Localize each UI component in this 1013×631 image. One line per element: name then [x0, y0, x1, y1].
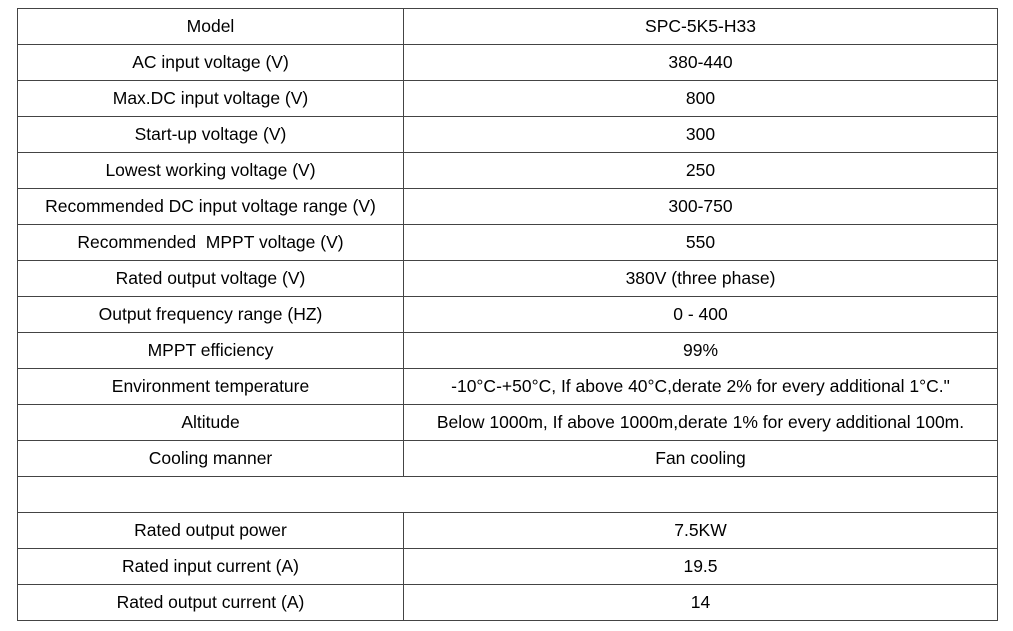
- table-row: Cooling manner Fan cooling: [17, 440, 998, 477]
- value-cell: SPC-5K5-H33: [403, 8, 998, 45]
- table-row: Rated output current (A) 14: [17, 584, 998, 621]
- param-cell: Cooling manner: [17, 440, 404, 477]
- param-cell: Rated input current (A): [17, 548, 404, 585]
- table-row: Start-up voltage (V) 300: [17, 116, 998, 153]
- param-cell: Altitude: [17, 404, 404, 441]
- param-cell: Start-up voltage (V): [17, 116, 404, 153]
- table-row: Recommended DC input voltage range (V) 30…: [17, 188, 998, 225]
- value-cell: Below 1000m, If above 1000m,derate 1% fo…: [403, 404, 998, 441]
- value-cell: 19.5: [403, 548, 998, 585]
- value-cell: 99%: [403, 332, 998, 369]
- value-cell: 14: [403, 584, 998, 621]
- value-cell: 380-440: [403, 44, 998, 81]
- param-cell: MPPT efficiency: [17, 332, 404, 369]
- param-cell: Rated output current (A): [17, 584, 404, 621]
- table-row: Rated input current (A) 19.5: [17, 548, 998, 585]
- value-cell: -10°C-+50°C, If above 40°C,derate 2% for…: [403, 368, 998, 405]
- table-row: Altitude Below 1000m, If above 1000m,dera…: [17, 404, 998, 441]
- value-cell: 250: [403, 152, 998, 189]
- spacer-row: [17, 476, 998, 513]
- value-cell: 7.5KW: [403, 512, 998, 549]
- value-cell: 800: [403, 80, 998, 117]
- param-cell: Max.DC input voltage (V): [17, 80, 404, 117]
- table-row: Rated output voltage (V) 380V (three phas…: [17, 260, 998, 297]
- value-cell: 380V (three phase): [403, 260, 998, 297]
- value-cell: 0 - 400: [403, 296, 998, 333]
- param-cell: Recommended DC input voltage range (V): [17, 188, 404, 225]
- param-cell: Model: [17, 8, 404, 45]
- table-row: Recommended MPPT voltage (V) 550: [17, 224, 998, 261]
- value-cell: 550: [403, 224, 998, 261]
- table-row: Model SPC-5K5-H33: [17, 8, 998, 45]
- spacer-cell: [17, 476, 998, 513]
- table-row: Rated output power 7.5KW: [17, 512, 998, 549]
- param-cell: Recommended MPPT voltage (V): [17, 224, 404, 261]
- param-cell: Rated output voltage (V): [17, 260, 404, 297]
- table-row: Output frequency range (HZ) 0 - 400: [17, 296, 998, 333]
- param-cell: Lowest working voltage (V): [17, 152, 404, 189]
- param-cell: Output frequency range (HZ): [17, 296, 404, 333]
- table-row: Lowest working voltage (V) 250: [17, 152, 998, 189]
- value-cell: Fan cooling: [403, 440, 998, 477]
- spec-table: Model SPC-5K5-H33 AC input voltage (V) 380-…: [17, 8, 998, 621]
- param-cell: Environment temperature: [17, 368, 404, 405]
- table-row: AC input voltage (V) 380-440: [17, 44, 998, 81]
- table-row: MPPT efficiency 99%: [17, 332, 998, 369]
- value-cell: 300: [403, 116, 998, 153]
- value-cell: 300-750: [403, 188, 998, 225]
- table-row: Max.DC input voltage (V) 800: [17, 80, 998, 117]
- param-cell: Rated output power: [17, 512, 404, 549]
- table-body: Model SPC-5K5-H33 AC input voltage (V) 380-…: [17, 8, 998, 621]
- table-row: Environment temperature -10°C-+50°C, If a…: [17, 368, 998, 405]
- param-cell: AC input voltage (V): [17, 44, 404, 81]
